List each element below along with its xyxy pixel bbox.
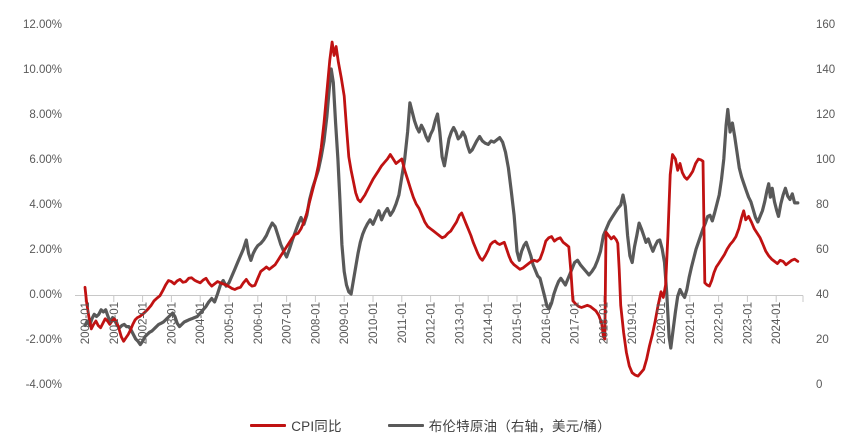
chart-legend: CPI同比 布伦特原油（右轴，美元/桶）: [0, 412, 861, 438]
x-axis-label: 2016-01: [541, 302, 553, 344]
x-axis-label: 2013-01: [454, 302, 466, 344]
y-axis-label-right: 120: [816, 109, 835, 121]
x-axis-label: 2003-01: [166, 302, 178, 344]
x-axis-label: 2010-01: [368, 302, 380, 344]
y-axis-label-right: 40: [816, 289, 829, 301]
legend-item-brent: 布伦特原油（右轴，美元/桶）: [387, 415, 611, 435]
x-axis-label: 2005-01: [224, 302, 236, 344]
x-axis-label: 2024-01: [771, 302, 783, 344]
x-axis-label: 2004-01: [195, 302, 207, 344]
y-axis-label-left: 6.00%: [29, 154, 62, 166]
x-axis-label: 2011-01: [397, 302, 409, 343]
y-axis-label-right: 20: [816, 334, 829, 346]
x-axis-label: 2008-01: [310, 302, 322, 344]
y-axis-label-right: 160: [816, 19, 835, 31]
y-axis-label-right: 60: [816, 244, 829, 256]
x-axis-label: 2000-01: [80, 302, 92, 344]
x-axis-label: 2002-01: [138, 302, 150, 344]
y-axis-label-left: 8.00%: [29, 109, 62, 121]
y-axis-label-right: 0: [816, 379, 822, 391]
x-axis-label: 2020-01: [656, 302, 668, 344]
series-line-brent: [83, 67, 800, 350]
x-axis-label: 2015-01: [512, 302, 524, 344]
y-axis-label-left: 12.00%: [23, 19, 62, 31]
y-axis-label-right: 80: [816, 199, 829, 211]
cpi-line-swatch-icon: [250, 423, 287, 427]
x-axis-label: 2022-01: [714, 302, 726, 344]
y-axis-label-right: 100: [816, 154, 835, 166]
x-axis-label: 2014-01: [483, 302, 495, 344]
x-axis-label: 2018-01: [598, 302, 610, 344]
x-axis-label: 2023-01: [742, 302, 754, 344]
x-axis-label: 2019-01: [627, 302, 639, 344]
y-axis-label-left: -2.00%: [26, 334, 62, 346]
x-axis-label: 2001-01: [109, 302, 121, 344]
x-axis-label: 2006-01: [253, 302, 265, 344]
x-axis-label: 2007-01: [282, 302, 294, 344]
x-axis-label: 2009-01: [339, 302, 351, 344]
y-axis-label-left: 0.00%: [29, 289, 62, 301]
x-axis-label: 2021-01: [685, 302, 697, 344]
series-line-cpi: [83, 40, 800, 378]
x-axis-label: 2012-01: [426, 302, 438, 344]
legend-item-cpi: CPI同比: [250, 415, 342, 435]
legend-label-cpi: CPI同比: [291, 419, 342, 434]
y-axis-label-left: 4.00%: [29, 199, 62, 211]
x-axis-label: 2017-01: [570, 302, 582, 344]
y-axis-label-right: 140: [816, 64, 835, 76]
y-axis-label-left: 10.00%: [23, 64, 62, 76]
y-axis-label-left: -4.00%: [26, 379, 62, 391]
brent-line-swatch-icon: [387, 423, 424, 427]
legend-label-brent: 布伦特原油（右轴，美元/桶）: [428, 419, 611, 434]
y-axis-label-left: 2.00%: [29, 244, 62, 256]
